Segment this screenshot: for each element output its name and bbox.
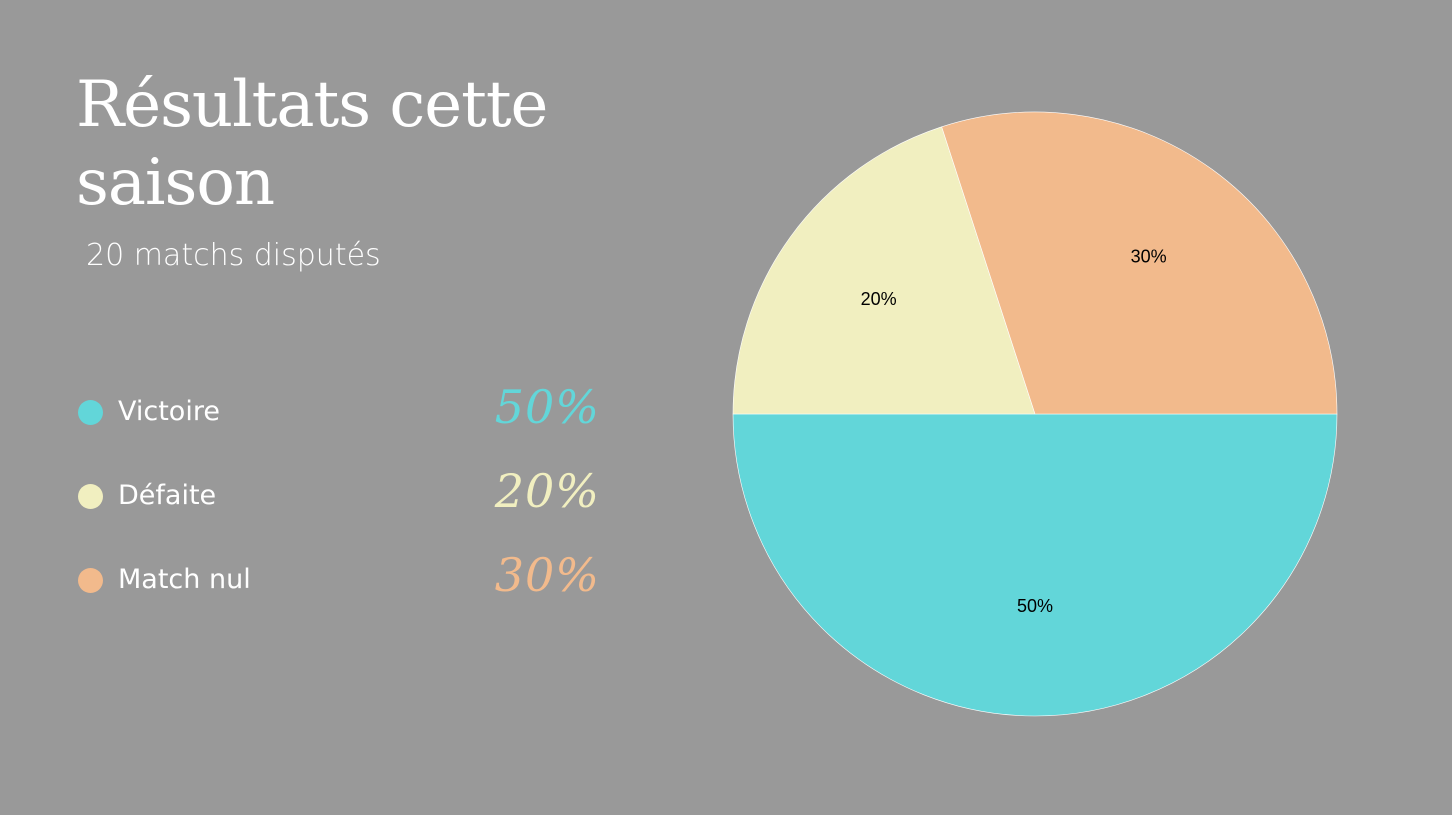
pie-slice-victoire bbox=[732, 413, 1338, 717]
legend-dot-match-nul bbox=[78, 568, 103, 593]
slide-subtitle: 20 matchs disputés bbox=[86, 238, 381, 273]
legend-label-match-nul: Match nul bbox=[118, 564, 251, 595]
legend-label-victoire: Victoire bbox=[118, 396, 220, 427]
pie-chart-container: 50% 20% 30% bbox=[720, 100, 1350, 730]
pie-slice-label-match-nul: 30% bbox=[1131, 246, 1167, 266]
pie-slice-label-defaite: 20% bbox=[861, 289, 897, 309]
legend-dot-defaite bbox=[78, 484, 103, 509]
legend-item-match-nul: Match nul 30% bbox=[76, 548, 616, 632]
legend-value-victoire: 50% bbox=[494, 380, 600, 434]
legend-item-defaite: Défaite 20% bbox=[76, 464, 616, 548]
legend-dot-victoire bbox=[78, 400, 103, 425]
pie-slice-defaite bbox=[732, 126, 1036, 415]
legend-item-victoire: Victoire 50% bbox=[76, 380, 616, 464]
legend-value-match-nul: 30% bbox=[494, 548, 600, 602]
pie-slice-match-nul bbox=[941, 111, 1338, 415]
pie-chart: 50% 20% 30% bbox=[732, 111, 1338, 717]
legend-label-defaite: Défaite bbox=[118, 480, 217, 511]
slide-title: Résultats cette saison bbox=[76, 68, 548, 220]
pie-slice-label-victoire: 50% bbox=[1017, 596, 1053, 616]
results-legend: Victoire 50% Défaite 20% Match nul 30% bbox=[76, 380, 616, 632]
legend-value-defaite: 20% bbox=[494, 464, 600, 518]
